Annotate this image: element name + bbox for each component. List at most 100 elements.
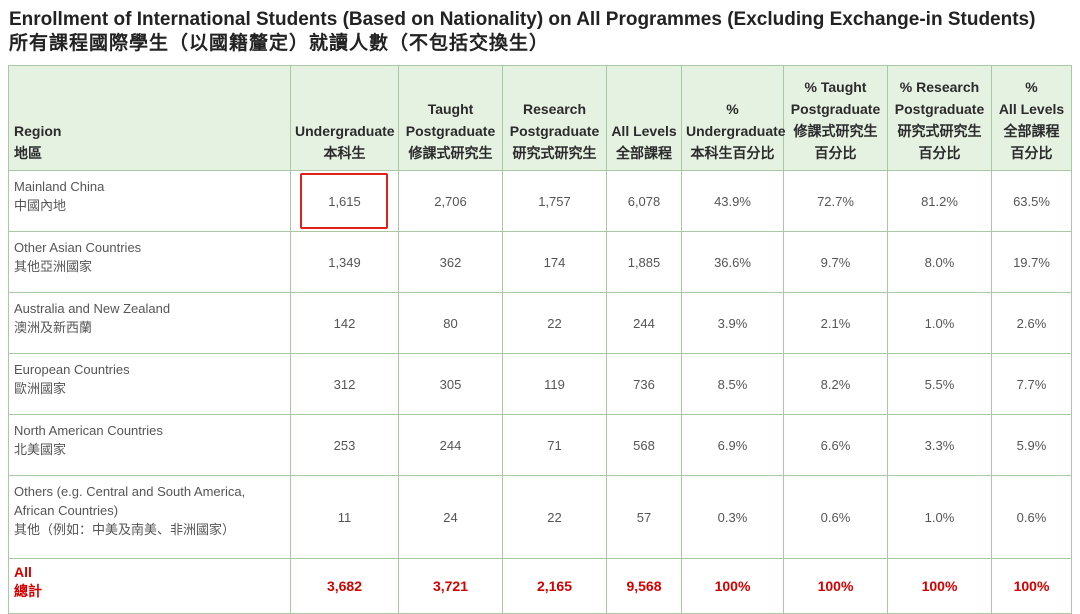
header-undergraduate-zh: 本科生 bbox=[323, 145, 366, 161]
region-name-zh: 北美國家 bbox=[14, 442, 67, 457]
header-pct-tpg-en1: % Taught bbox=[804, 79, 867, 95]
pct-undergraduate-value: 3.9% bbox=[681, 292, 784, 354]
header-rpg-en1: Research bbox=[522, 101, 587, 117]
undergraduate-value: 142 bbox=[290, 292, 399, 354]
pct-taught-postgraduate-value: 2.1% bbox=[783, 292, 888, 354]
pct-research-postgraduate-value: 5.5% bbox=[887, 353, 992, 415]
taught-postgraduate-value: 2,706 bbox=[398, 170, 503, 232]
header-tpg-en1: Taught bbox=[427, 101, 474, 117]
all-levels-value: 736 bbox=[606, 353, 682, 415]
taught-postgraduate-value: 362 bbox=[398, 231, 503, 293]
region-cell: European Countries 歐洲國家 bbox=[8, 353, 291, 415]
region-name-en: Other Asian Countries bbox=[14, 240, 142, 255]
pct-taught-postgraduate-value: 6.6% bbox=[783, 414, 888, 476]
all-levels-value: 1,885 bbox=[606, 231, 682, 293]
undergraduate-value: 1,349 bbox=[290, 231, 399, 293]
header-undergraduate-en: Undergraduate bbox=[295, 123, 395, 139]
region-cell: North American Countries 北美國家 bbox=[8, 414, 291, 476]
region-name-zh: 澳洲及新西蘭 bbox=[14, 320, 93, 335]
research-postgraduate-value: 119 bbox=[502, 353, 607, 415]
pct-undergraduate-value: 36.6% bbox=[681, 231, 784, 293]
pct-undergraduate-value: 8.5% bbox=[681, 353, 784, 415]
pct-all-levels-value: 5.9% bbox=[991, 414, 1072, 476]
region-cell: Australia and New Zealand 澳洲及新西蘭 bbox=[8, 292, 291, 354]
pct-research-postgraduate-value: 1.0% bbox=[887, 475, 992, 559]
all-levels-value: 57 bbox=[606, 475, 682, 559]
header-row: Region 地區 Undergraduate 本科生 Taught Postg… bbox=[8, 65, 1072, 171]
total-taught-postgraduate-value: 3,721 bbox=[398, 558, 503, 614]
total-pct-research-postgraduate-value: 100% bbox=[887, 558, 992, 614]
header-pct-rpg-en1: % Research bbox=[899, 79, 980, 95]
pct-taught-postgraduate-value: 72.7% bbox=[783, 170, 888, 232]
header-all-zh: 全部課程 bbox=[616, 145, 672, 161]
table-row: European Countries 歐洲國家 312 305 119 736 … bbox=[8, 353, 1072, 415]
pct-taught-postgraduate-value: 9.7% bbox=[783, 231, 888, 293]
region-name-zh: 中國內地 bbox=[14, 198, 67, 213]
header-pct-rpg-zh2: 百分比 bbox=[918, 145, 961, 161]
total-pct-undergraduate-value: 100% bbox=[681, 558, 784, 614]
header-pct-all-zh2: 百分比 bbox=[1010, 145, 1053, 161]
research-postgraduate-value: 71 bbox=[502, 414, 607, 476]
region-name-en: European Countries bbox=[14, 362, 130, 377]
header-region-zh: 地區 bbox=[14, 145, 42, 161]
undergraduate-cell-highlighted: 1,615 bbox=[290, 170, 399, 232]
total-pct-all-levels-value: 100% bbox=[991, 558, 1072, 614]
pct-all-levels-value: 7.7% bbox=[991, 353, 1072, 415]
header-pct-research-postgraduate: % Research Postgraduate 研究式研究生 百分比 bbox=[887, 65, 992, 171]
table-row: North American Countries 北美國家 253 244 71… bbox=[8, 414, 1072, 476]
header-pct-all-en1: % bbox=[1025, 79, 1038, 95]
table-row: Other Asian Countries 其他亞洲國家 1,349 362 1… bbox=[8, 231, 1072, 293]
header-region: Region 地區 bbox=[8, 65, 291, 171]
research-postgraduate-value: 22 bbox=[502, 475, 607, 559]
header-pct-ug-zh: 本科生百分比 bbox=[690, 145, 775, 161]
table-row: Others (e.g. Central and South America, … bbox=[8, 475, 1072, 559]
total-all-levels-value: 9,568 bbox=[606, 558, 682, 614]
all-levels-value: 244 bbox=[606, 292, 682, 354]
enrollment-table: Region 地區 Undergraduate 本科生 Taught Postg… bbox=[8, 65, 1072, 614]
header-all-levels: All Levels 全部課程 bbox=[606, 65, 682, 171]
pct-undergraduate-value: 6.9% bbox=[681, 414, 784, 476]
pct-research-postgraduate-value: 1.0% bbox=[887, 292, 992, 354]
header-pct-taught-postgraduate: % Taught Postgraduate 修課式研究生 百分比 bbox=[783, 65, 888, 171]
region-cell: Other Asian Countries 其他亞洲國家 bbox=[8, 231, 291, 293]
research-postgraduate-value: 1,757 bbox=[502, 170, 607, 232]
undergraduate-value: 1,615 bbox=[328, 193, 361, 209]
table-row: Australia and New Zealand 澳洲及新西蘭 142 80 … bbox=[8, 292, 1072, 354]
research-postgraduate-value: 174 bbox=[502, 231, 607, 293]
taught-postgraduate-value: 24 bbox=[398, 475, 503, 559]
header-pct-tpg-zh2: 百分比 bbox=[814, 145, 857, 161]
header-pct-tpg-en2: Postgraduate bbox=[790, 101, 881, 117]
total-research-postgraduate-value: 2,165 bbox=[502, 558, 607, 614]
pct-all-levels-value: 2.6% bbox=[991, 292, 1072, 354]
research-postgraduate-value: 22 bbox=[502, 292, 607, 354]
region-cell: Others (e.g. Central and South America, … bbox=[8, 475, 291, 559]
header-undergraduate: Undergraduate 本科生 bbox=[290, 65, 399, 171]
region-cell: Mainland China 中國內地 bbox=[8, 170, 291, 232]
pct-taught-postgraduate-value: 0.6% bbox=[783, 475, 888, 559]
taught-postgraduate-value: 80 bbox=[398, 292, 503, 354]
pct-research-postgraduate-value: 3.3% bbox=[887, 414, 992, 476]
header-region-en: Region bbox=[14, 123, 62, 139]
table-row: Mainland China 中國內地 1,615 2,706 1,757 6,… bbox=[8, 170, 1072, 232]
undergraduate-value: 253 bbox=[290, 414, 399, 476]
header-pct-ug-en1: % bbox=[726, 101, 739, 117]
pct-all-levels-value: 19.7% bbox=[991, 231, 1072, 293]
region-name-en: Mainland China bbox=[14, 179, 105, 194]
header-tpg-en: Postgraduate bbox=[405, 123, 496, 139]
header-tpg-zh: 修課式研究生 bbox=[408, 145, 493, 161]
title-chinese: 所有課程國際學生（以國籍釐定）就讀人數（不包括交換生） bbox=[9, 33, 550, 54]
undergraduate-value: 312 bbox=[290, 353, 399, 415]
undergraduate-value: 11 bbox=[290, 475, 399, 559]
total-pct-taught-postgraduate-value: 100% bbox=[783, 558, 888, 614]
region-cell-total: All 總計 bbox=[8, 558, 291, 614]
region-name-en: Australia and New Zealand bbox=[14, 301, 171, 316]
pct-research-postgraduate-value: 8.0% bbox=[887, 231, 992, 293]
header-pct-all-en2: All Levels bbox=[998, 101, 1065, 117]
taught-postgraduate-value: 244 bbox=[398, 414, 503, 476]
total-row: All 總計 3,682 3,721 2,165 9,568 100% 100%… bbox=[8, 558, 1072, 614]
title-english: Enrollment of International Students (Ba… bbox=[9, 9, 1036, 30]
all-levels-value: 568 bbox=[606, 414, 682, 476]
taught-postgraduate-value: 305 bbox=[398, 353, 503, 415]
page-title: Enrollment of International Students (Ba… bbox=[9, 8, 1074, 56]
header-pct-tpg-zh1: 修課式研究生 bbox=[793, 123, 878, 139]
